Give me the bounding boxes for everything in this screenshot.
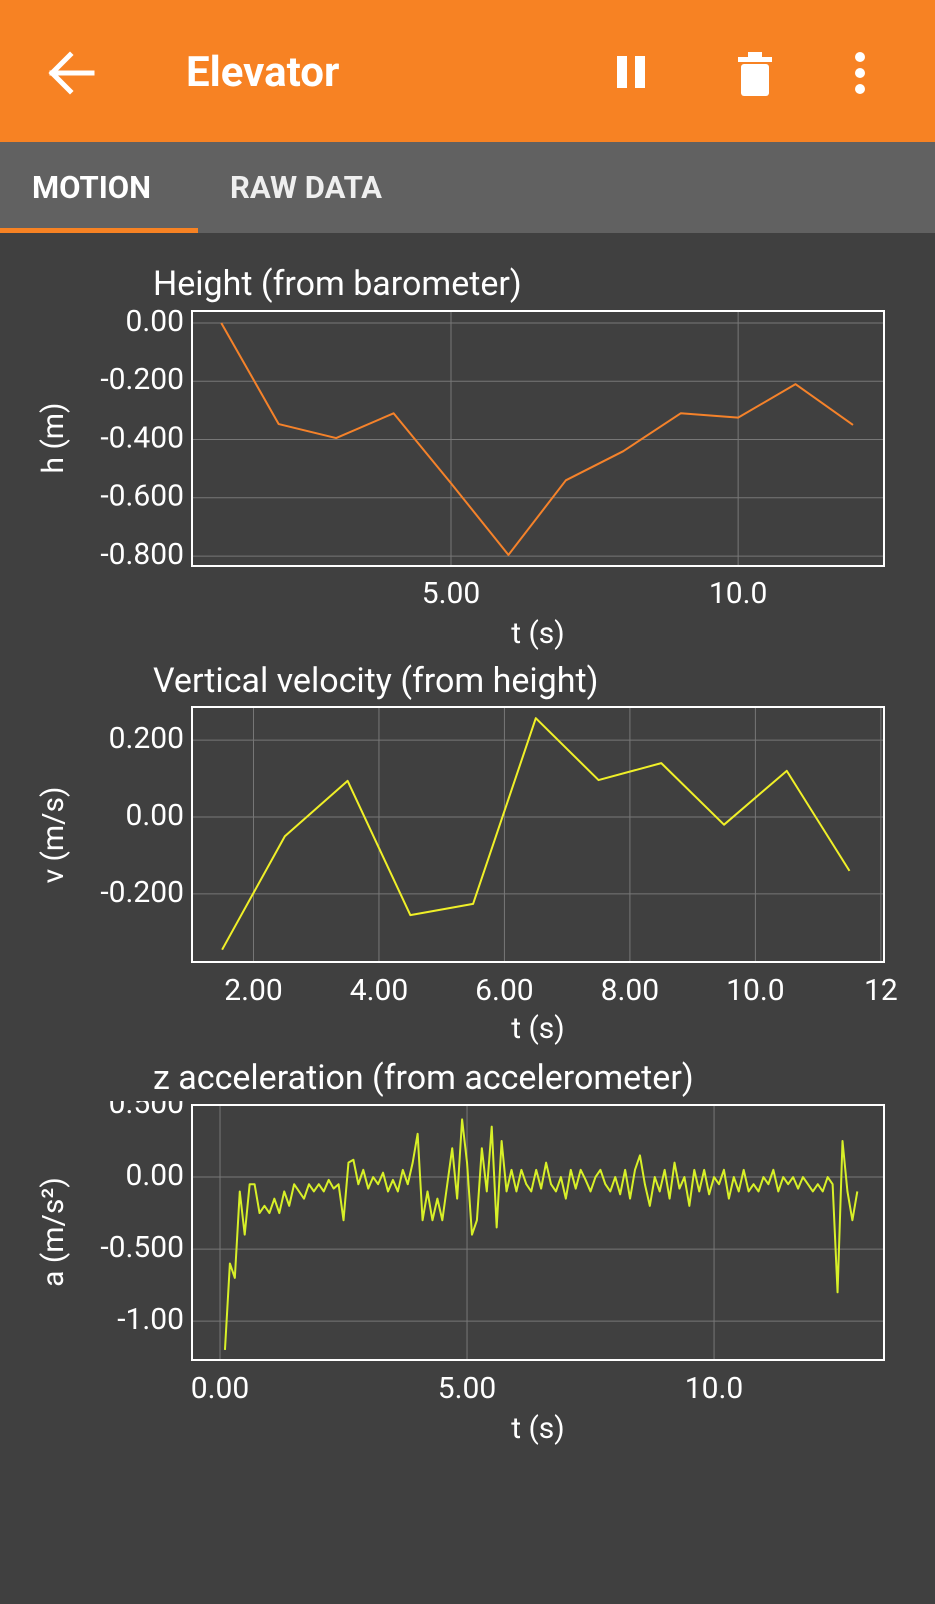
y-tick-labels: 0.500 0.00 -0.500 -1.00 [100,1086,185,1337]
y-tick-label: -0.500 [100,1230,184,1265]
app-title: Elevator [186,48,339,97]
data-line [220,322,854,556]
x-tick-label: 0.00 [191,1371,250,1406]
y-tick-label: 0.00 [126,1158,185,1193]
plot-area [221,717,851,951]
plot-frame [191,310,885,567]
x-tick-label: 10.0 [709,576,768,611]
x-tick-label: 2.00 [224,973,283,1008]
data-line [221,717,851,951]
y-axis-label: a (m/s²) [36,1177,71,1287]
delete-button[interactable] [738,52,772,96]
x-tick-label: 10.0 [685,1371,744,1406]
app-bar [0,0,935,142]
tab[interactable]: MOTION [32,169,151,206]
x-axis-label: t (s) [511,616,564,651]
y-tick-label: -0.600 [100,479,184,514]
plot-area [223,1118,859,1350]
x-tick-label: 5.00 [438,1371,497,1406]
y-tick-label: 0.200 [109,721,184,756]
data-line [223,1118,859,1350]
y-axis-label: h (m) [36,403,71,474]
x-tick-label: 6.00 [475,973,534,1008]
plot-frame [191,706,885,963]
x-tick-label: 4.00 [350,973,409,1008]
y-tick-labels: 0.200 0.00 -0.200 [100,721,184,910]
back-button[interactable] [48,51,95,95]
tab-bar [0,142,935,233]
chart-title: z acceleration (from accelerometer) [153,1058,694,1098]
y-tick-label: 0.00 [126,798,185,833]
pause-button[interactable] [617,56,645,88]
tab[interactable]: RAW DATA [230,169,382,206]
more-button[interactable] [855,52,865,94]
x-tick-label: 5.00 [422,576,481,611]
y-tick-label: -0.400 [100,420,184,455]
y-tick-label: -0.200 [100,875,184,910]
tab-indicator [0,228,198,233]
plot-area [220,322,854,556]
x-tick-label: 12 [864,973,898,1008]
plot-frame [191,1104,885,1361]
y-tick-label: -0.200 [100,362,184,397]
x-tick-label: 8.00 [601,973,660,1008]
y-tick-label: 0.500 [109,1086,184,1121]
chart-title: Height (from barometer) [153,264,522,304]
x-axis-label: t (s) [511,1411,564,1446]
x-axis-label: t (s) [511,1011,564,1046]
y-tick-labels: 0.00 -0.200 -0.400 -0.600 -0.800 [100,304,185,572]
x-tick-label: 10.0 [726,973,785,1008]
y-tick-label: -0.800 [100,537,184,572]
y-tick-label: 0.00 [126,304,185,339]
y-axis-label: v (m/s) [36,787,71,884]
y-tick-label: -1.00 [117,1302,184,1337]
chart-title: Vertical velocity (from height) [153,661,598,701]
